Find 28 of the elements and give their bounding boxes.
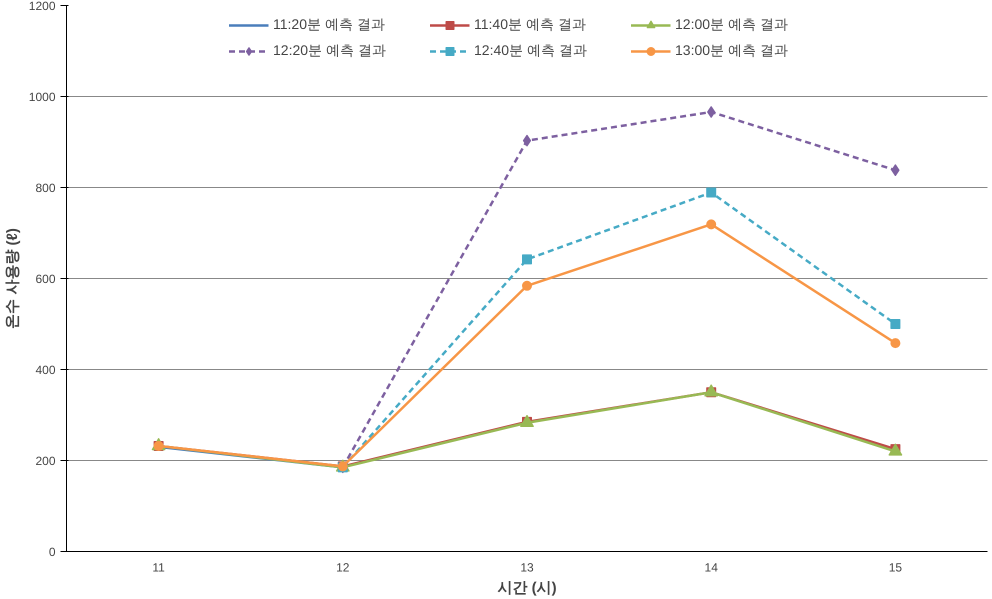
y-tick-label: 800 xyxy=(35,181,56,195)
y-tick-label: 400 xyxy=(35,363,56,377)
x-axis-title: 시간 (시) xyxy=(497,580,557,596)
x-tick-label: 11 xyxy=(152,560,166,574)
legend-label: 12:00분 예측 결과 xyxy=(675,16,789,34)
point xyxy=(706,219,716,230)
point xyxy=(522,280,532,291)
y-axis-title: 온수 사용량 (ℓ) xyxy=(4,228,21,329)
point xyxy=(522,134,532,147)
y-tick-label: 600 xyxy=(35,272,56,286)
legend-label: 11:40분 예측 결과 xyxy=(474,16,587,34)
point xyxy=(890,319,900,329)
y-tick-label: 1200 xyxy=(28,0,56,13)
point xyxy=(890,338,900,348)
x-tick-label: 14 xyxy=(704,560,718,574)
legend-label: 11:20분 예측 결과 xyxy=(273,16,386,34)
legend-label: 12:20분 예측 결과 xyxy=(273,42,387,60)
x-tick-label: 12 xyxy=(336,560,350,574)
y-tick-label: 200 xyxy=(35,454,56,468)
legend-label: 12:40분 예측 결과 xyxy=(474,42,588,60)
x-tick-label: 15 xyxy=(888,560,902,574)
y-tick-label: 0 xyxy=(48,545,56,559)
y-tick-label: 1000 xyxy=(28,90,56,104)
legend-label: 13:00분 예측 결과 xyxy=(675,42,789,60)
point xyxy=(522,254,532,264)
point xyxy=(891,164,900,176)
x-tick-label: 13 xyxy=(520,560,534,574)
point xyxy=(706,188,716,198)
